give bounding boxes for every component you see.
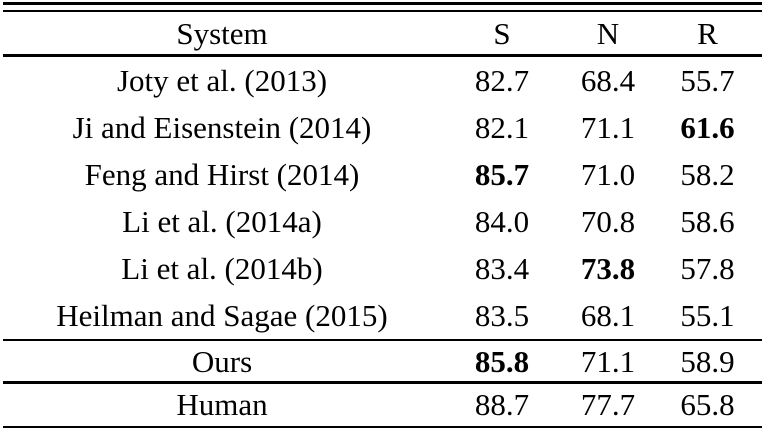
table-row: Ji and Eisenstein (2014) 82.1 71.1 61.6	[3, 104, 762, 151]
value-cell: 82.1	[474, 109, 530, 145]
column-header-r: R	[697, 15, 718, 51]
column-header-n: N	[596, 15, 620, 51]
value-cell: 55.1	[680, 297, 735, 333]
ours-separator-rule	[3, 338, 762, 341]
value-cell: 73.8	[580, 250, 636, 286]
top-rule-inner	[3, 9, 762, 12]
table-row: Feng and Hirst (2014) 85.7 71.0 58.2	[3, 151, 762, 198]
value-cell: 58.6	[680, 203, 735, 239]
value-cell: 83.4	[474, 250, 530, 286]
value-cell: 82.7	[474, 62, 530, 98]
value-cell: 70.8	[580, 203, 636, 239]
column-header-s: S	[493, 15, 511, 51]
system-cell: Ours	[191, 343, 253, 379]
column-header-system: System	[176, 15, 268, 51]
ours-row: Ours 85.8 71.1 58.9	[3, 341, 762, 381]
value-cell: 84.0	[474, 203, 530, 239]
table-row: Li et al. (2014a) 84.0 70.8 58.6	[3, 198, 762, 245]
table-row: Joty et al. (2013) 82.7 68.4 55.7	[3, 57, 762, 104]
human-separator-rule	[3, 381, 762, 384]
value-cell: 65.8	[680, 387, 735, 422]
system-cell: Li et al. (2014b)	[121, 250, 323, 286]
header-row: System S N R	[3, 12, 762, 54]
body-rows: Joty et al. (2013) 82.7 68.4 55.7 Ji and Eis…	[3, 57, 762, 339]
system-cell: Heilman and Sagae (2015)	[56, 297, 388, 333]
value-cell: 88.7	[474, 387, 530, 422]
value-cell: 77.7	[580, 387, 636, 422]
header-rule	[3, 54, 762, 57]
human-row: Human 88.7 77.7 65.8	[3, 384, 762, 426]
value-cell: 57.8	[680, 250, 735, 286]
value-cell: 85.8	[474, 343, 530, 379]
value-cell: 83.5	[474, 297, 530, 333]
value-cell: 61.6	[680, 109, 735, 145]
ours-section: Ours 85.8 71.1 58.9	[3, 341, 762, 381]
value-cell: 58.9	[680, 343, 735, 379]
top-rule-outer	[3, 2, 762, 5]
human-section: Human 88.7 77.7 65.8	[3, 384, 762, 426]
system-cell: Human	[176, 387, 268, 422]
results-table: System S N R Joty et al. (2013) 82.7 68.4 5…	[3, 0, 762, 428]
bottom-rule	[3, 425, 762, 428]
table-row: Heilman and Sagae (2015) 83.5 68.1 55.1	[3, 292, 762, 339]
table-row: Li et al. (2014b) 83.4 73.8 57.8	[3, 245, 762, 292]
value-cell: 68.1	[580, 297, 636, 333]
value-cell: 71.1	[580, 343, 636, 379]
value-cell: 85.7	[474, 156, 530, 192]
system-cell: Li et al. (2014a)	[122, 203, 322, 239]
value-cell: 58.2	[680, 156, 735, 192]
value-cell: 71.0	[580, 156, 636, 192]
system-cell: Joty et al. (2013)	[116, 62, 328, 98]
value-cell: 68.4	[580, 62, 636, 98]
system-cell: Ji and Eisenstein (2014)	[72, 109, 372, 145]
value-cell: 71.1	[580, 109, 636, 145]
system-cell: Feng and Hirst (2014)	[84, 156, 360, 192]
value-cell: 55.7	[680, 62, 735, 98]
